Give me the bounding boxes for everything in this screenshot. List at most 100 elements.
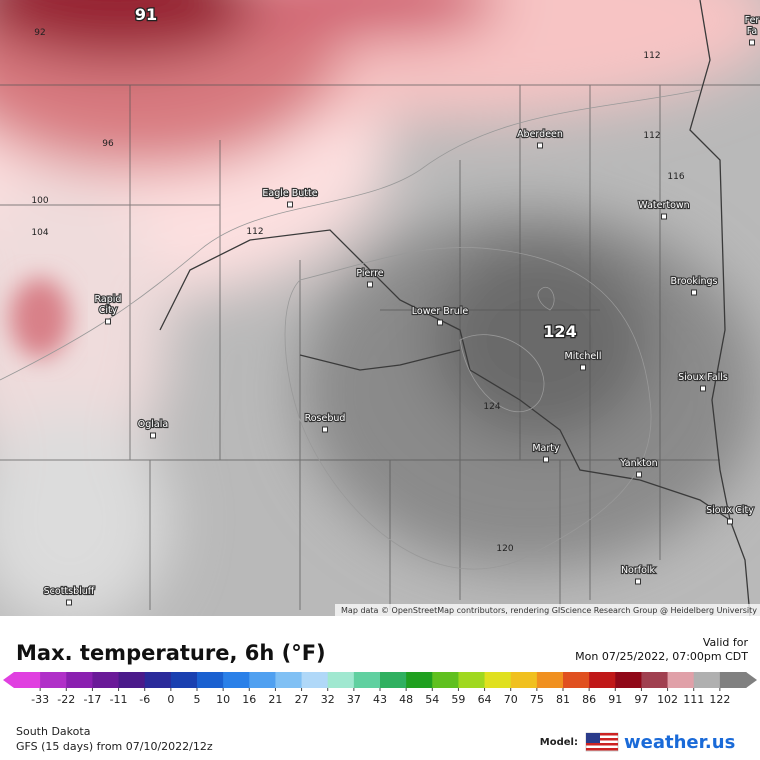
legend-tick-label: 86: [582, 693, 596, 706]
legend-swatch: [144, 672, 172, 688]
contour-label: 120: [496, 544, 513, 554]
valid-label: Valid for: [703, 636, 749, 649]
legend-tick-label: 0: [167, 693, 174, 706]
legend-tick-label: 64: [478, 693, 492, 706]
city-marker: [727, 518, 733, 525]
contour-label: 104: [31, 228, 48, 238]
legend-swatch: [484, 672, 512, 688]
legend-swatch: [693, 672, 721, 688]
model-run: GFS (15 days) from 07/10/2022/12z: [16, 740, 213, 753]
city-label: Norfolk: [621, 565, 656, 576]
legend-tick-label: 97: [634, 693, 648, 706]
valid-time: Mon 07/25/2022, 07:00pm CDT: [575, 650, 748, 663]
legend-tick-label: 27: [295, 693, 309, 706]
legend-arrow-left: [3, 672, 14, 688]
city-marker: [636, 471, 642, 478]
city-marker: [635, 578, 641, 585]
title: Max. temperature, 6h (°F): [16, 641, 326, 665]
city-marker: [287, 201, 293, 208]
legend-tick-label: 54: [425, 693, 439, 706]
city-label: Fa: [747, 26, 757, 37]
legend-tick-label: 10: [216, 693, 230, 706]
legend-tick-label: -11: [110, 693, 128, 706]
legend-tick-label: 81: [556, 693, 570, 706]
legend-tick-label: 21: [268, 693, 282, 706]
contour-label: 96: [102, 139, 114, 149]
contour-label: 112: [643, 51, 660, 61]
legend-tick-label: 32: [321, 693, 335, 706]
legend-swatch: [641, 672, 669, 688]
legend-swatch: [92, 672, 120, 688]
city-label: Marty: [532, 443, 560, 454]
legend-tick-label: 59: [451, 693, 465, 706]
legend-swatch: [40, 672, 67, 688]
legend-tick-label: 102: [657, 693, 678, 706]
legend-swatch: [170, 672, 198, 688]
city-label: Aberdeen: [517, 129, 563, 140]
legend-tick-label: 48: [399, 693, 413, 706]
legend-arrow-right: [746, 672, 757, 688]
legend-tick-label: 16: [242, 693, 256, 706]
legend-tick-label: 75: [530, 693, 544, 706]
legend-swatch: [118, 672, 146, 688]
city-label: Watertown: [638, 200, 689, 211]
flag: [585, 732, 619, 752]
legend-swatch: [536, 672, 564, 688]
contour-label: 112: [246, 227, 263, 237]
legend-swatch: [380, 672, 407, 688]
map: [0, 0, 760, 616]
legend-swatch: [353, 672, 381, 688]
legend-swatch: [589, 672, 616, 688]
legend-swatch: [719, 672, 747, 688]
legend-swatch: [510, 672, 538, 688]
city-label: Eagle Butte: [262, 188, 317, 199]
legend-tick-label: 37: [347, 693, 361, 706]
legend-swatch: [458, 672, 486, 688]
city-marker: [367, 281, 373, 288]
legend-swatch: [563, 672, 590, 688]
city-marker: [543, 456, 549, 463]
city-label: Pierre: [356, 268, 383, 279]
legend-swatch: [301, 672, 329, 688]
city-label: Sioux City: [706, 505, 754, 516]
city-marker: [66, 599, 72, 606]
legend-tick-label: 91: [608, 693, 622, 706]
contour-label: 124: [483, 402, 500, 412]
city-marker: [749, 39, 755, 46]
city-marker: [661, 213, 667, 220]
legend-swatch: [327, 672, 355, 688]
region: South Dakota: [16, 725, 90, 738]
legend-tick-label: 5: [194, 693, 201, 706]
legend-swatch: [275, 672, 303, 688]
model-label: Model:: [540, 737, 578, 748]
city-marker: [580, 364, 586, 371]
city-label: Fer: [745, 15, 760, 26]
attribution: Map data © OpenStreetMap contributors, r…: [341, 606, 757, 615]
legend-swatch: [14, 672, 41, 688]
legend-tick-label: -6: [139, 693, 150, 706]
legend-swatch: [66, 672, 93, 688]
brand: weather.us: [624, 732, 735, 753]
city-label: Mitchell: [565, 351, 602, 362]
contour-label: 112: [643, 131, 660, 141]
legend-tick-label: -22: [57, 693, 75, 706]
legend-tick-label: 70: [504, 693, 518, 706]
city-label: Scottsbluff: [44, 586, 95, 597]
legend-swatch: [406, 672, 433, 688]
city-label: City: [99, 305, 118, 316]
city-marker: [150, 432, 156, 439]
city-marker: [105, 318, 111, 325]
contour-label: 100: [31, 196, 48, 206]
contour-label: 116: [667, 172, 684, 182]
city-label: Sioux Falls: [678, 372, 728, 383]
legend-swatch: [223, 672, 250, 688]
legend-swatch: [197, 672, 224, 688]
legend-tick-label: -17: [83, 693, 101, 706]
contour-label: 91: [135, 5, 157, 24]
legend-tick-label: 122: [709, 693, 730, 706]
city-label: Brookings: [671, 276, 718, 287]
city-label: Lower Brule: [412, 306, 469, 317]
city-label: Oglala: [138, 419, 168, 430]
legend-swatch: [249, 672, 276, 688]
